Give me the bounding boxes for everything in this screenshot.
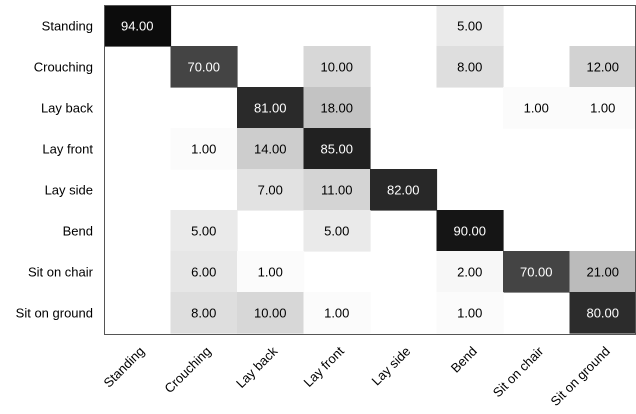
heatmap-cell-lay-back-sit-on-chair	[503, 87, 571, 129]
cell-value-label: 1.00	[258, 265, 283, 280]
heatmap-cell-lay-side-lay-back	[237, 169, 305, 211]
cell-value-label: 80.00	[586, 306, 619, 321]
heatmap-cell-standing-standing	[104, 5, 172, 47]
cells-layer: 94.00 5.00 70.00 10.00 8.00 12.00 81.00 18.00 1.…	[104, 5, 636, 334]
cell-value-label: 21.00	[586, 265, 619, 280]
heatmap-cell-bend-bend	[436, 210, 504, 252]
column-label-crouching: Crouching	[161, 344, 214, 397]
row-label-lay-back: Lay back	[41, 101, 94, 116]
row-label-sit-on-chair: Sit on chair	[28, 265, 94, 280]
column-labels: Standing Crouching Lay back Lay front Lay si…	[100, 343, 612, 409]
row-label-crouching: Crouching	[34, 60, 93, 75]
cell-value-label: 82.00	[387, 183, 420, 198]
cell-value-label: 11.00	[321, 183, 353, 198]
heatmap-cell-sit-on-ground-crouching	[170, 292, 238, 334]
cell-value-label: 12.00	[586, 60, 619, 75]
heatmap-cell-sit-on-ground-bend	[436, 292, 504, 334]
row-labels: Standing Crouching Lay back Lay front Lay si…	[16, 19, 94, 321]
column-label-lay-front: Lay front	[300, 343, 347, 390]
cell-value-label: 8.00	[457, 60, 482, 75]
heatmap-cell-bend-lay-front	[303, 210, 371, 252]
column-label-sit-on-chair: Sit on chair	[490, 343, 547, 400]
heatmap-cell-crouching-bend	[436, 46, 504, 88]
heatmap-cell-sit-on-chair-sit-on-ground	[569, 251, 636, 293]
cell-value-label: 1.00	[590, 101, 615, 116]
cell-value-label: 2.00	[457, 265, 482, 280]
heatmap-cell-sit-on-chair-lay-back	[237, 251, 305, 293]
heatmap-cell-lay-side-lay-side	[370, 169, 438, 211]
heatmap-cell-crouching-lay-front	[303, 46, 371, 88]
heatmap-cell-sit-on-chair-sit-on-chair	[503, 251, 571, 293]
heatmap-cell-lay-back-lay-front	[303, 87, 371, 129]
heatmap-cell-lay-side-lay-front	[303, 169, 371, 211]
heatmap-cell-lay-front-lay-front	[303, 128, 371, 170]
heatmap-cell-crouching-sit-on-ground	[569, 46, 636, 88]
row-label-sit-on-ground: Sit on ground	[16, 306, 93, 321]
cell-value-label: 6.00	[191, 265, 216, 280]
heatmap-cell-standing-bend	[436, 5, 504, 47]
cell-value-label: 1.00	[524, 101, 549, 116]
cell-value-label: 5.00	[457, 19, 482, 34]
cell-value-label: 1.00	[324, 306, 349, 321]
cell-value-label: 14.00	[254, 142, 287, 157]
cell-value-label: 10.00	[254, 306, 287, 321]
column-label-standing: Standing	[100, 344, 147, 391]
cell-value-label: 94.00	[121, 19, 154, 34]
row-label-standing: Standing	[42, 19, 93, 34]
cell-value-label: 70.00	[520, 265, 553, 280]
heatmap-cell-bend-crouching	[170, 210, 238, 252]
heatmap-cell-lay-front-crouching	[170, 128, 238, 170]
heatmap-cell-sit-on-chair-bend	[436, 251, 504, 293]
cell-value-label: 1.00	[457, 306, 482, 321]
cell-value-label: 1.00	[191, 142, 216, 157]
heatmap-cell-sit-on-ground-lay-front	[303, 292, 371, 334]
cell-value-label: 90.00	[453, 224, 486, 239]
row-label-bend: Bend	[63, 224, 93, 239]
column-label-bend: Bend	[448, 344, 480, 376]
cell-value-label: 81.00	[254, 101, 287, 116]
heatmap-cell-sit-on-ground-sit-on-ground	[569, 292, 636, 334]
cell-value-label: 10.00	[320, 60, 353, 75]
column-label-lay-side: Lay side	[369, 344, 414, 389]
column-label-sit-on-ground: Sit on ground	[548, 344, 613, 409]
cell-value-label: 8.00	[191, 306, 216, 321]
heatmap-cell-lay-front-lay-back	[237, 128, 305, 170]
heatmap-cell-crouching-crouching	[170, 46, 238, 88]
heatmap-cell-lay-back-lay-back	[237, 87, 305, 129]
cell-value-label: 70.00	[187, 60, 220, 75]
heatmap-cell-sit-on-ground-lay-back	[237, 292, 305, 334]
cell-value-label: 85.00	[320, 142, 353, 157]
heatmap-cell-sit-on-chair-crouching	[170, 251, 238, 293]
heatmap-cell-lay-back-sit-on-ground	[569, 87, 636, 129]
column-label-lay-back: Lay back	[233, 343, 281, 391]
row-label-lay-side: Lay side	[45, 183, 93, 198]
row-label-lay-front: Lay front	[42, 142, 93, 157]
cell-value-label: 5.00	[191, 224, 216, 239]
cell-value-label: 5.00	[324, 224, 349, 239]
cell-value-label: 7.00	[258, 183, 283, 198]
cell-value-label: 18.00	[320, 101, 353, 116]
